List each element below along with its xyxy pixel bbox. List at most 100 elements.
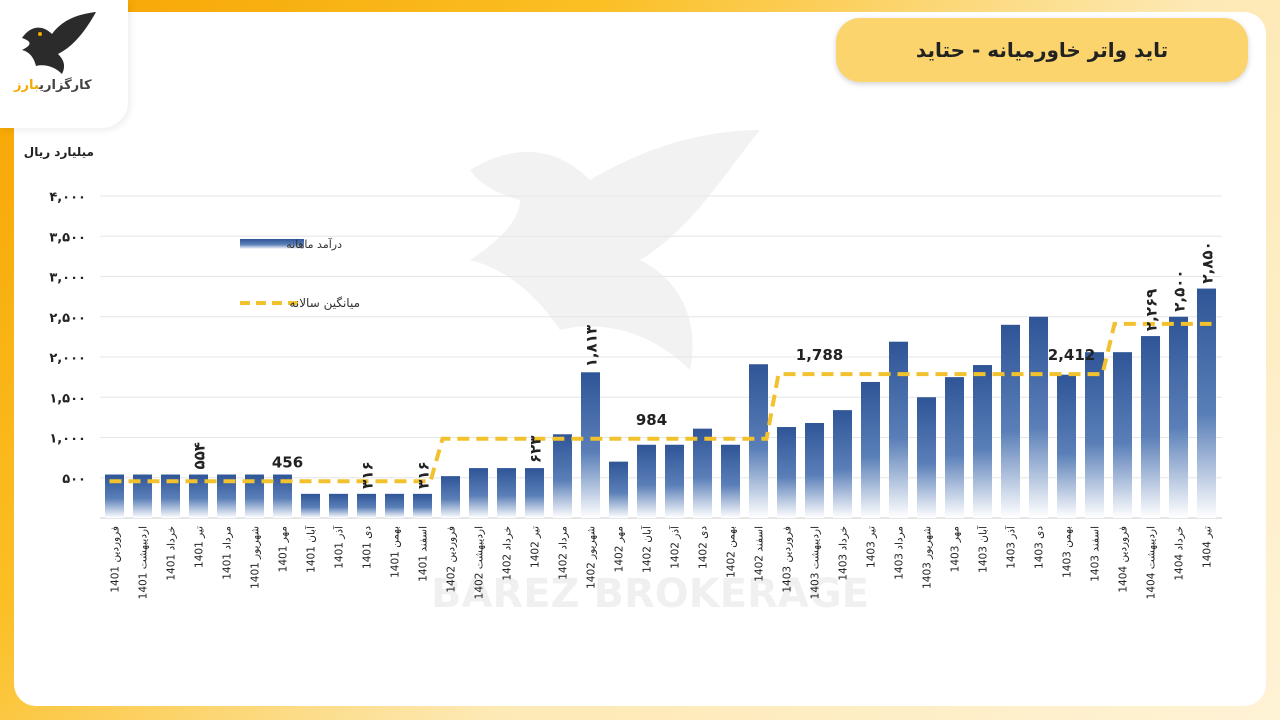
x-axis-labels: فروردین 1401 اردیبهشت 1401 خرداد 1401 تیر 1… [110, 525, 1214, 599]
x-tick-label: اردیبهشت 1401 [138, 526, 150, 599]
x-tick-label: بهمن 1403 [1062, 526, 1074, 578]
x-tick-label: شهریور 1401 [250, 526, 262, 589]
bar-value-label: ۲,۵۰۰ [1171, 269, 1189, 311]
bar [189, 474, 208, 518]
x-tick-label: تیر 1402 [530, 526, 542, 568]
average-line [109, 321, 1212, 484]
bar [553, 434, 572, 518]
x-tick-label: مهر 1402 [614, 526, 626, 572]
eagle-watermark-icon [470, 130, 760, 370]
bar [413, 493, 432, 518]
bar [1169, 316, 1188, 518]
bar [105, 474, 124, 518]
bar-value-label: ۱,۸۱۳ [583, 325, 601, 367]
x-tick-label: تیر 1401 [194, 526, 206, 568]
legend-bar-label: درآمد ماهانه [286, 237, 342, 251]
bar [1029, 316, 1048, 518]
bar-value-label: ۲,۸۵۰ [1199, 241, 1217, 283]
bar [1085, 352, 1104, 518]
x-tick-label: اسفند 1403 [1090, 526, 1102, 582]
x-tick-label: آذر 1403 [1005, 525, 1018, 569]
bar [357, 493, 376, 518]
y-axis-ticks: ۴,۰۰۰ ۳,۵۰۰ ۳,۰۰۰ ۲,۵۰۰ ۲,۰۰۰ ۱,۵۰۰ ۱,۰۰۰ ۵۰۰ [49, 190, 86, 487]
bar [133, 474, 152, 518]
bar [525, 468, 544, 518]
bar-value-label: ۲,۲۶۹ [1143, 289, 1161, 331]
bar [917, 397, 936, 518]
x-tick-label: فروردین 1402 [446, 526, 458, 593]
average-value-label: 2,412 [1048, 346, 1095, 364]
x-tick-label: خرداد 1401 [166, 526, 178, 581]
watermark: BAREZ BROKERAGE [431, 571, 869, 617]
bar-value-label: ۶۲۳ [527, 436, 545, 463]
average-value-label: 1,788 [796, 346, 843, 364]
bar [581, 372, 600, 518]
x-tick-label: خرداد 1403 [838, 526, 850, 581]
bar [329, 493, 348, 518]
y-tick-label: ۲,۰۰۰ [49, 351, 86, 366]
bar [245, 474, 264, 518]
bar [665, 444, 684, 518]
bar-value-label: ۳۱۶ [415, 461, 433, 488]
y-tick-label: ۱,۵۰۰ [49, 391, 86, 406]
x-tick-label: دی 1402 [698, 526, 710, 569]
legend-bar-swatch [240, 239, 304, 249]
bar [469, 468, 488, 518]
bar-value-label: ۳۱۶ [359, 461, 377, 488]
bar [973, 365, 992, 518]
x-tick-label: دی 1403 [1034, 526, 1046, 569]
bar [805, 423, 824, 518]
bar [217, 474, 236, 518]
y-tick-label: ۴,۰۰۰ [49, 190, 86, 205]
x-tick-label: آذر 1402 [669, 525, 682, 569]
bar [301, 493, 320, 518]
x-tick-label: آبان 1403 [977, 525, 990, 573]
x-tick-label: تیر 1403 [866, 526, 878, 568]
x-tick-label: مرداد 1402 [558, 526, 570, 580]
y-tick-label: ۱,۰۰۰ [49, 432, 86, 447]
x-tick-label: فروردین 1401 [110, 526, 122, 593]
brand-name: کارگزاریبارز [14, 78, 92, 93]
y-tick-label: ۲,۵۰۰ [49, 311, 86, 326]
x-tick-label: شهریور 1402 [586, 526, 598, 589]
page-title: تاید واتر خاورمیانه - حتاید [836, 18, 1248, 82]
legend: درآمد ماهانه میانگین سالانه [240, 237, 360, 311]
x-tick-label: شهریور 1403 [922, 526, 934, 589]
x-tick-label: مرداد 1401 [222, 526, 234, 580]
x-tick-label: فروردین 1404 [1118, 526, 1130, 593]
x-tick-label: خرداد 1404 [1174, 526, 1186, 581]
x-tick-label: تیر 1404 [1202, 526, 1214, 568]
bar [749, 364, 768, 518]
x-tick-label: دی 1401 [362, 526, 374, 569]
x-tick-label: اردیبهشت 1402 [474, 526, 486, 599]
bar [1113, 352, 1132, 518]
bars-layer [105, 288, 1216, 518]
average-value-label: 456 [272, 453, 303, 471]
bar [1197, 288, 1216, 518]
x-tick-label: آبان 1401 [305, 525, 318, 573]
bar [637, 444, 656, 518]
x-tick-label: بهمن 1401 [390, 526, 402, 578]
y-tick-label: ۳,۰۰۰ [49, 271, 86, 286]
x-tick-label: اسفند 1402 [754, 526, 766, 582]
bar [777, 427, 796, 518]
bar [945, 377, 964, 518]
average-value-label: 984 [636, 411, 667, 429]
bar [441, 476, 460, 518]
x-tick-label: اسفند 1401 [418, 526, 430, 582]
x-tick-label: آذر 1401 [333, 525, 346, 569]
x-tick-label: مهر 1401 [278, 526, 290, 572]
bar [889, 341, 908, 518]
x-tick-label: مرداد 1403 [894, 526, 906, 580]
bar [385, 493, 404, 518]
y-axis-title: میلیارد ریال [24, 145, 94, 159]
bar [497, 468, 516, 518]
y-tick-label: ۵۰۰ [62, 472, 86, 487]
x-tick-label: آبان 1402 [641, 525, 654, 573]
chart-card [14, 12, 1266, 706]
x-tick-label: خرداد 1402 [502, 526, 514, 581]
eagle-logo-icon [22, 12, 96, 74]
x-tick-label: مهر 1403 [950, 526, 962, 572]
x-tick-label: اردیبهشت 1404 [1146, 526, 1158, 599]
